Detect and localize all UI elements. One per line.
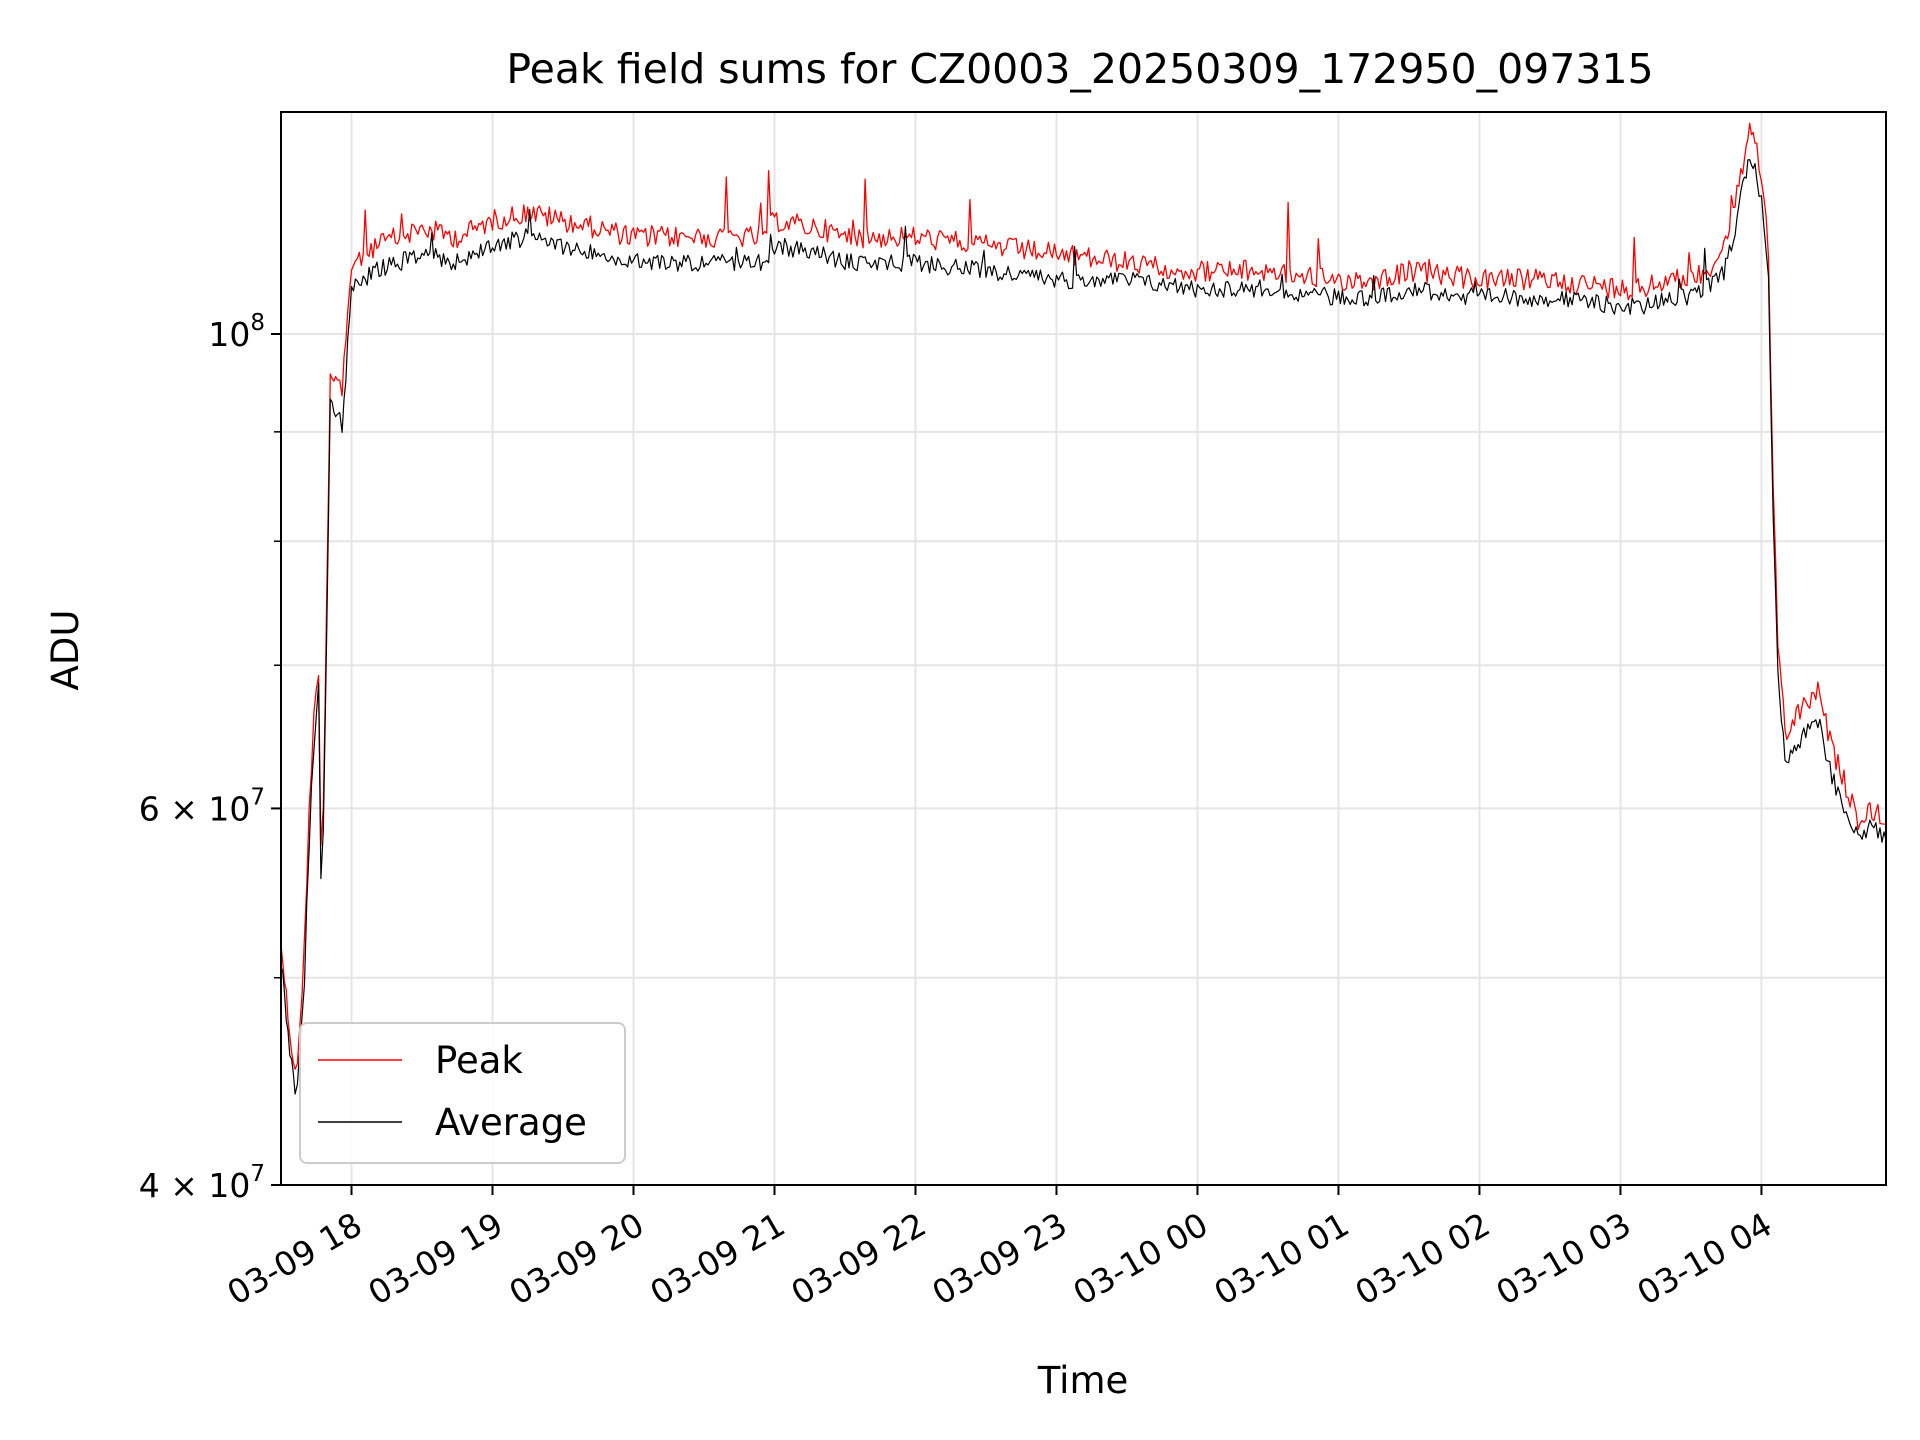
y-tick-label: 6 × 107 [139, 784, 265, 828]
y-axis-label: ADU [44, 610, 87, 691]
series-line-peak [281, 122, 1886, 1070]
legend-label-average: Average [435, 1101, 587, 1144]
legend: Peak Average [299, 1022, 626, 1164]
legend-label-peak: Peak [435, 1039, 523, 1082]
y-tick-exponent: 7 [250, 784, 265, 810]
x-axis-label: Time [1037, 1359, 1129, 1402]
legend-box [299, 1022, 626, 1164]
plot-frame [280, 111, 1887, 1186]
series-line-average [281, 159, 1886, 1095]
y-tick-exponent: 7 [250, 1161, 265, 1187]
chart-title: Peak field sums for CZ0003_20250309_1729… [506, 45, 1653, 93]
y-tick-label: 4 × 107 [139, 1161, 265, 1205]
y-tick-exponent: 8 [250, 310, 265, 336]
series-layer [281, 122, 1886, 1095]
